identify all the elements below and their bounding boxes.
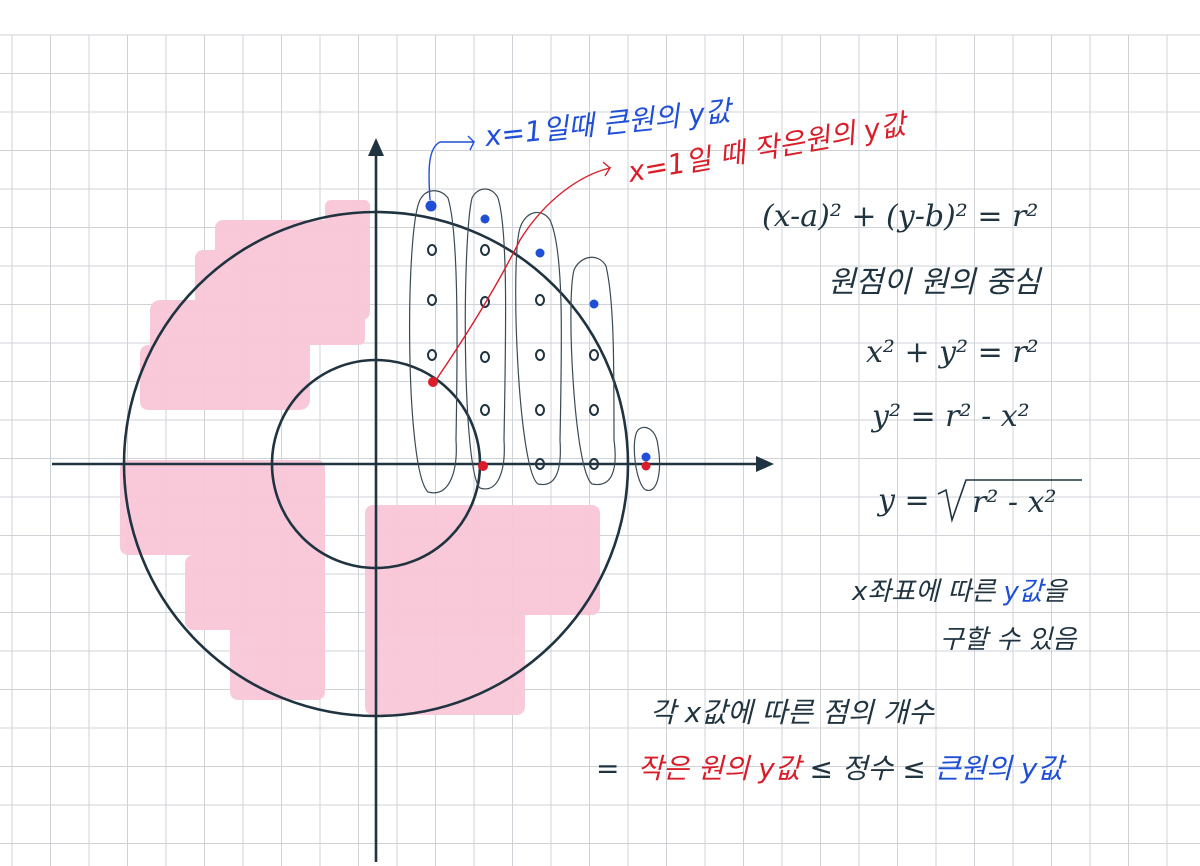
equation-3-lhs: y =	[876, 483, 930, 518]
small-circle-point-x2	[478, 461, 488, 471]
lattice-point	[427, 349, 437, 361]
large-circle	[122, 210, 630, 718]
general-circle-equation: (x-a)² + (y-b)² = r²	[762, 199, 1038, 234]
annulus-shading	[120, 200, 600, 715]
lattice-point	[480, 296, 490, 308]
square-root-sign	[937, 479, 1082, 524]
column-loop-3	[515, 211, 563, 486]
lattice-point	[535, 404, 545, 416]
graph-paper-grid	[0, 34, 1200, 866]
blue-annotation-arrow	[428, 135, 476, 201]
equation-2: y² = r² - x²	[870, 399, 1030, 434]
note-block: x좌표에 따른 y값을 구할 수 있음	[851, 577, 1078, 655]
note-line-1: x좌표에 따른 y값을	[851, 577, 1069, 607]
small-circle-point-x5	[641, 461, 651, 471]
note-line-2: 구할 수 있음	[940, 625, 1078, 655]
large-circle-point-x5	[641, 452, 651, 462]
large-circle-point-x4	[589, 299, 599, 309]
large-circle-point-x2	[480, 214, 490, 224]
lattice-point	[480, 404, 490, 416]
lattice-point	[589, 349, 599, 361]
red-annotation-arrow	[435, 161, 612, 381]
column-loop-1	[408, 190, 458, 494]
column-loop-5	[633, 426, 661, 491]
x-axis-arrowhead	[756, 456, 774, 472]
lattice-point	[480, 351, 490, 363]
annotation-arrows	[428, 135, 612, 381]
column-loop-2	[464, 188, 507, 490]
lattice-point	[535, 458, 545, 470]
lattice-point	[427, 294, 437, 306]
conclusion-line-1: 각 x값에 따른 점의 개수	[650, 696, 935, 729]
lattice-point	[589, 458, 599, 470]
large-circle-points	[425, 200, 651, 462]
lattice-point	[589, 404, 599, 416]
conclusion-line-2: = 작은 원의 y값 ≤ 정수 ≤ 큰원의 y값	[596, 752, 1067, 785]
lattice-point	[535, 349, 545, 361]
y-axis-arrowhead	[368, 138, 384, 156]
origin-center-note: 원점이 원의 중심	[828, 265, 1043, 300]
lattice-point	[535, 294, 545, 306]
lattice-points	[427, 244, 599, 470]
lattice-point	[427, 244, 437, 256]
column-loops	[408, 188, 661, 494]
large-circle-point-x3	[535, 248, 545, 258]
column-loop-4	[570, 256, 616, 486]
equation-3-rhs: r² - x²	[972, 485, 1057, 520]
equation-1: x² + y² = r²	[866, 335, 1039, 370]
lattice-point	[480, 244, 490, 256]
formula-block: (x-a)² + (y-b)² = r² 원점이 원의 중심 x² + y² =…	[762, 199, 1082, 524]
large-circle-point-x1	[425, 200, 437, 212]
conclusion-block: 각 x값에 따른 점의 개수 = 작은 원의 y값 ≤ 정수 ≤ 큰원의 y값	[596, 696, 1067, 785]
